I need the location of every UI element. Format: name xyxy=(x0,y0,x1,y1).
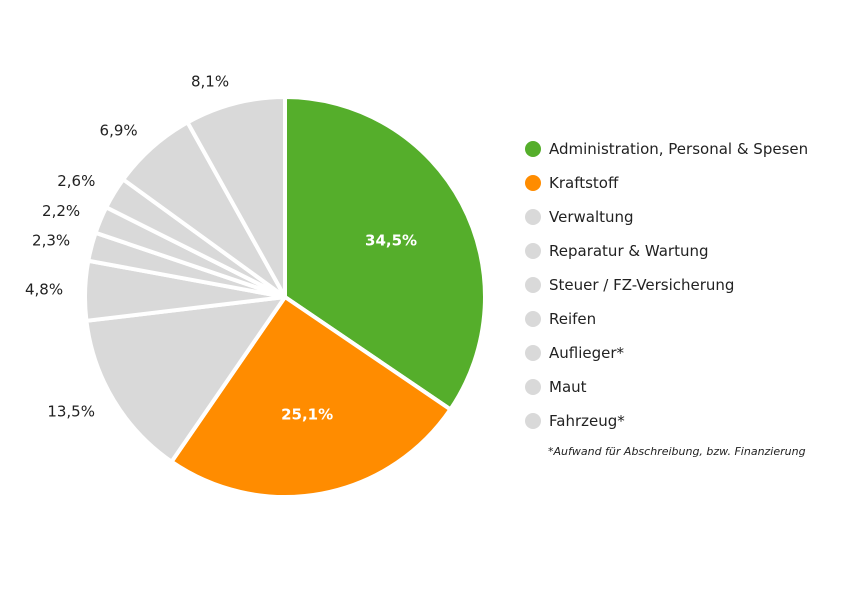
legend-item-3: Reparatur & Wartung xyxy=(525,234,835,268)
legend-label: Auflieger* xyxy=(549,344,625,362)
legend-item-4: Steuer / FZ-Versicherung xyxy=(525,268,835,302)
legend-label: Reifen xyxy=(549,310,597,328)
legend-label: Maut xyxy=(549,378,587,396)
slice-value-label-0: 34,5% xyxy=(365,231,417,249)
pie-slice-1 xyxy=(169,295,453,499)
legend-swatch-icon xyxy=(525,277,541,293)
pie-slice-0 xyxy=(283,95,487,412)
legend-swatch-icon xyxy=(525,209,541,225)
legend-swatch-icon xyxy=(525,141,541,157)
legend-swatch-icon xyxy=(525,379,541,395)
legend-item-5: Reifen xyxy=(525,302,835,336)
legend-label: Administration, Personal & Spesen xyxy=(549,140,809,158)
legend-swatch-icon xyxy=(525,413,541,429)
chart-footnote: *Aufwand für Abschreibung, bzw. Finanzie… xyxy=(548,445,806,458)
legend-item-8: Fahrzeug* xyxy=(525,404,835,438)
legend-swatch-icon xyxy=(525,311,541,327)
legend-item-7: Maut xyxy=(525,370,835,404)
slice-value-label-3: 4,8% xyxy=(25,281,63,299)
legend-item-2: Verwaltung xyxy=(525,200,835,234)
legend-item-1: Kraftstoff xyxy=(525,166,835,200)
legend-swatch-icon xyxy=(525,175,541,191)
legend-label: Kraftstoff xyxy=(549,174,619,192)
legend-swatch-icon xyxy=(525,345,541,361)
legend-label: Steuer / FZ-Versicherung xyxy=(549,276,735,294)
legend-label: Verwaltung xyxy=(549,208,634,226)
legend-swatch-icon xyxy=(525,243,541,259)
legend-item-6: Auflieger* xyxy=(525,336,835,370)
pie-slice-2 xyxy=(84,295,287,464)
chart-legend: Administration, Personal & Spesen Kraftst… xyxy=(525,132,835,438)
legend-label: Reparatur & Wartung xyxy=(549,242,709,260)
slice-value-label-5: 2,2% xyxy=(42,202,80,220)
legend-item-0: Administration, Personal & Spesen xyxy=(525,132,835,166)
slice-value-label-2: 13,5% xyxy=(47,402,95,420)
slice-value-label-6: 2,6% xyxy=(57,172,95,190)
slice-value-label-1: 25,1% xyxy=(281,405,333,423)
slice-value-label-4: 2,3% xyxy=(32,232,70,250)
slice-value-label-7: 6,9% xyxy=(100,121,138,139)
slice-value-label-8: 8,1% xyxy=(191,73,229,91)
pie-slice-8 xyxy=(185,95,287,299)
legend-label: Fahrzeug* xyxy=(549,412,625,430)
